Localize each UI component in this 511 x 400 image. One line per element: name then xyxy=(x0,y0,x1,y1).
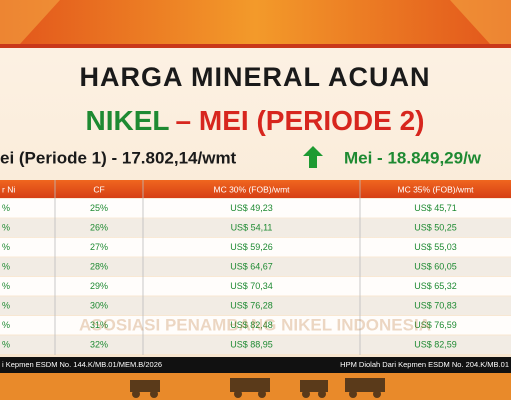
previous-price: ei (Periode 1) - 17.802,14/wmt xyxy=(0,148,237,167)
table-row xyxy=(0,199,511,218)
table-cell: 29% xyxy=(90,281,108,291)
table-cell: % xyxy=(2,242,10,252)
table-row xyxy=(0,257,511,276)
table-row xyxy=(0,238,511,257)
table-cell: 25% xyxy=(90,203,108,213)
table-header xyxy=(0,180,511,198)
table-cell: US$ 49,23 xyxy=(230,203,273,213)
table-cell: US$ 76,28 xyxy=(230,301,273,311)
column-header: MC 35% (FOB)/wmt xyxy=(397,184,474,194)
table-cell: US$ 70,34 xyxy=(230,281,273,291)
table-cell: % xyxy=(2,281,10,291)
table-cell: 32% xyxy=(90,340,108,350)
column-header: r Ni xyxy=(2,184,15,194)
table-cell: US$ 82,59 xyxy=(414,340,457,350)
table-cell: US$ 82,48 xyxy=(230,320,273,330)
table-cell: 31% xyxy=(90,320,108,330)
table-cell: % xyxy=(2,262,10,272)
top-banner xyxy=(0,0,511,44)
table-cell: US$ 60,05 xyxy=(414,262,457,272)
footer-right: HPM Diolah Dari Kepmen ESDM No. 204.K/MB… xyxy=(340,360,509,369)
truck-icons xyxy=(130,378,385,398)
table-row xyxy=(0,335,511,354)
table-cell: US$ 76,59 xyxy=(414,320,457,330)
table-cell: US$ 64,67 xyxy=(230,262,273,272)
table-cell: US$ 45,71 xyxy=(414,203,457,213)
up-arrow xyxy=(303,146,323,168)
table-row xyxy=(0,277,511,296)
price-table: r Ni CF MC 30% (FOB)/wmt MC 35% (FOB)/wmt% 2… xyxy=(0,180,511,355)
table-cell: US$ 70,83 xyxy=(414,301,457,311)
table-cell: US$ 50,25 xyxy=(414,223,457,233)
table-row xyxy=(0,218,511,237)
table-cell: 27% xyxy=(90,242,108,252)
table-cell: % xyxy=(2,320,10,330)
table-cell: 28% xyxy=(90,262,108,272)
table-cell: % xyxy=(2,340,10,350)
footer-bar xyxy=(0,357,511,373)
current-price: Mei - 18.849,29/w xyxy=(344,148,482,167)
table-cell: % xyxy=(2,223,10,233)
table-cell: US$ 55,03 xyxy=(414,242,457,252)
subtitle: NIKEL – MEI (PERIODE 2) xyxy=(86,105,425,136)
table-cell: US$ 54,11 xyxy=(231,223,273,233)
table-row xyxy=(0,316,511,335)
footer-left: i Kepmen ESDM No. 144.K/MB.01/MEM.B/2026 xyxy=(2,360,162,369)
table-cell: % xyxy=(2,203,10,213)
table-cell: 26% xyxy=(90,223,108,233)
table-cell: US$ 88,95 xyxy=(230,340,273,350)
table-cell: US$ 59,26 xyxy=(230,242,273,252)
table-cell: 30% xyxy=(90,301,108,311)
title: HARGA MINERAL ACUAN xyxy=(80,62,431,92)
watermark: ASOSIASI PENAMBANG NIKEL INDONESIA xyxy=(79,315,431,334)
column-header: MC 30% (FOB)/wmt xyxy=(213,184,290,194)
column-header: CF xyxy=(93,184,104,194)
table-row xyxy=(0,296,511,315)
table-cell: % xyxy=(2,301,10,311)
banner-stripe xyxy=(0,44,511,48)
table-cell: US$ 65,32 xyxy=(414,281,457,291)
banner-deco xyxy=(0,0,511,44)
